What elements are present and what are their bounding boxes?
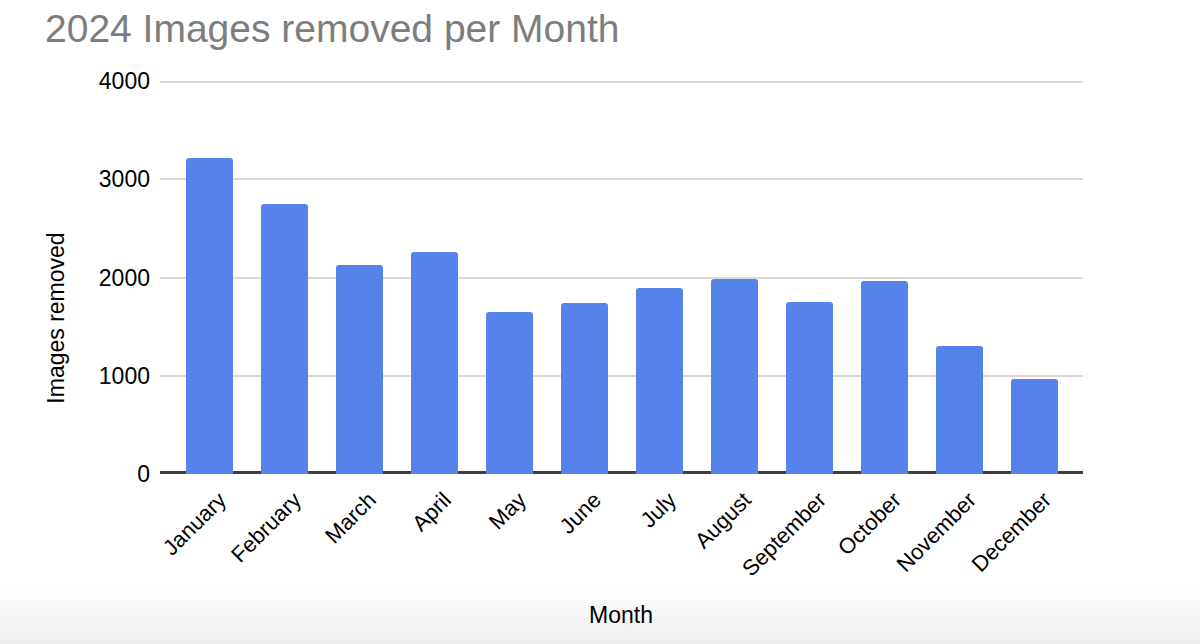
y-tick-label-3000: 3000 (50, 166, 150, 192)
bar-july (636, 288, 683, 474)
bar-may (486, 312, 533, 474)
bar-march (336, 265, 383, 474)
chart-screenshot: 2024 Images removed per Month Images rem… (0, 0, 1200, 644)
y-tick-label-1000: 1000 (50, 363, 150, 389)
gridline-4000 (160, 81, 1083, 83)
x-axis-title: Month (589, 602, 653, 629)
bar-september (786, 302, 833, 474)
y-tick-label-2000: 2000 (50, 265, 150, 291)
chart-title: 2024 Images removed per Month (45, 7, 620, 51)
gridline-3000 (160, 178, 1083, 180)
bar-february (261, 204, 308, 474)
y-tick-label-0: 0 (50, 461, 150, 487)
bar-april (411, 252, 458, 474)
bar-january (186, 158, 233, 474)
bar-august (711, 279, 758, 474)
bar-october (861, 281, 908, 474)
plot-area (160, 81, 1083, 474)
bar-november (936, 346, 983, 474)
y-tick-label-4000: 4000 (50, 68, 150, 94)
bar-june (561, 303, 608, 474)
bar-december (1011, 379, 1058, 474)
